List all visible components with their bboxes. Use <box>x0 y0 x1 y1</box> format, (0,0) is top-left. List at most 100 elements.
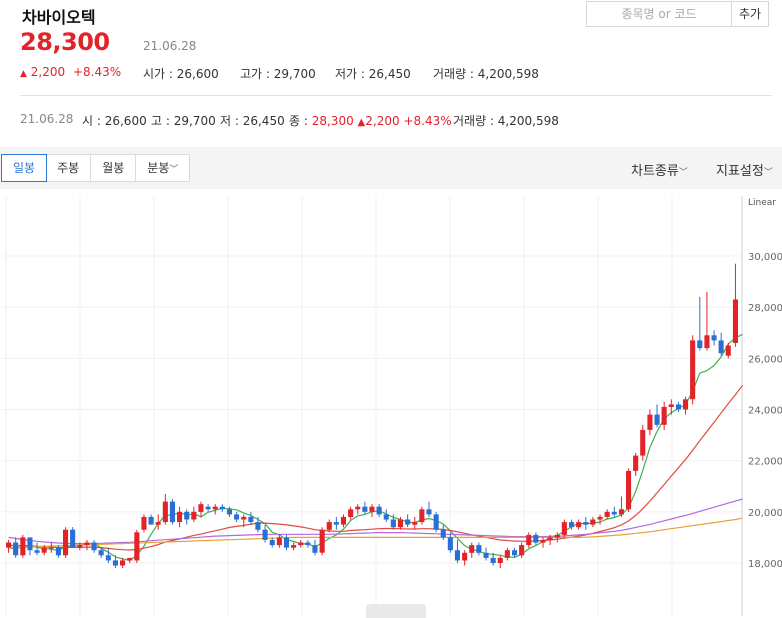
candle-body <box>141 516 147 530</box>
candle-body <box>469 545 475 553</box>
candle-body <box>633 455 639 471</box>
candle-body <box>255 522 261 530</box>
stock-search-input[interactable]: 종목명 or 코드 <box>586 1 732 27</box>
tab-weekly[interactable]: 주봉 <box>46 155 92 181</box>
y-tick-label: 26,000 <box>748 354 782 365</box>
current-price: 28,300 <box>20 28 110 56</box>
candle-body <box>419 509 425 523</box>
candle-body <box>91 542 97 551</box>
candle-body <box>462 552 468 561</box>
candle-body <box>426 509 432 515</box>
quote-date: 21.06.28 <box>143 39 197 53</box>
candle-body <box>626 470 632 510</box>
detail-open: 시 : 26,600 <box>82 112 147 129</box>
y-tick-label: 30,000 <box>748 252 782 263</box>
chevron-down-icon: ﹀ <box>763 168 773 178</box>
candle-body <box>390 519 396 528</box>
candle-body <box>611 511 617 515</box>
candle-body <box>41 547 47 553</box>
candle-body <box>134 532 140 561</box>
candle-body <box>711 335 717 341</box>
candle-body <box>512 550 518 556</box>
candle-body <box>63 529 69 556</box>
candle-body <box>725 345 731 356</box>
candle-body <box>20 537 26 556</box>
candle-body <box>241 516 247 520</box>
stat-open: 시가 : 26,600 <box>143 65 219 82</box>
detail-high: 고 : 29,700 <box>151 112 216 129</box>
candle-body <box>6 542 12 548</box>
candle-body <box>583 522 589 525</box>
candle-body <box>597 516 603 520</box>
chart-type-dropdown[interactable]: 차트종류﹀ <box>631 160 688 179</box>
indicator-label: 지표설정 <box>716 164 764 179</box>
candle-body <box>554 534 560 538</box>
candle-body <box>440 529 446 538</box>
stat-value: 4,200,598 <box>477 67 539 81</box>
chevron-down-icon: ﹀ <box>678 168 688 178</box>
price-change: ▲ 2,200 +8.43% <box>20 65 121 79</box>
candle-body <box>640 430 646 456</box>
candle-body <box>526 534 532 546</box>
stat-label: 거래량 : <box>433 67 478 81</box>
y-tick-label: 28,000 <box>748 303 782 314</box>
stat-value: 26,600 <box>176 67 219 81</box>
chevron-down-icon: ﹀ <box>169 165 179 175</box>
stat-label: 저가 : <box>335 67 369 81</box>
candle-body <box>576 522 582 528</box>
tab-minute[interactable]: 분봉﹀ <box>136 155 189 181</box>
candle-body <box>661 406 667 425</box>
up-arrow-icon: ▲ <box>20 69 27 79</box>
candle-body <box>219 506 225 510</box>
candle-body <box>319 529 325 553</box>
candle-body <box>533 534 539 543</box>
candle-body <box>269 540 275 546</box>
detail-change-percent: +8.43% <box>403 114 452 128</box>
detail-value: 29,700 <box>173 114 216 128</box>
candle-body <box>454 550 460 561</box>
chart-toolbar: 일봉 주봉 월봉 분봉﹀ 차트종류﹀ 지표설정﹀ <box>0 147 782 189</box>
candle-body <box>234 514 240 520</box>
stock-name: 차바이오텍 <box>22 8 96 27</box>
chart-scroll-handle[interactable] <box>366 604 426 618</box>
candle-body <box>276 537 282 546</box>
candle-body <box>519 545 525 556</box>
candle-body <box>177 511 183 522</box>
stat-value: 29,700 <box>273 67 316 81</box>
candle-body <box>326 522 332 530</box>
stat-high: 고가 : 29,700 <box>240 65 316 82</box>
candle-body <box>205 506 211 510</box>
detail-value: 4,200,598 <box>497 114 559 128</box>
detail-label: 시 : <box>82 114 105 128</box>
candle-body <box>27 537 33 551</box>
candle-body <box>383 514 389 520</box>
indicator-settings-dropdown[interactable]: 지표설정﹀ <box>716 160 773 179</box>
tab-daily[interactable]: 일봉 <box>1 154 48 182</box>
candle-body <box>433 514 439 530</box>
up-arrow-icon: ▲ <box>357 117 366 128</box>
candle-body <box>504 550 510 558</box>
scale-label: Linear <box>748 198 776 208</box>
candle-body <box>127 557 133 561</box>
add-button[interactable]: 추가 <box>731 1 769 27</box>
candle-body <box>376 506 382 515</box>
candle-body <box>647 414 653 430</box>
candle-body <box>348 509 354 517</box>
detail-value: 26,600 <box>104 114 147 128</box>
candle-body <box>298 542 304 546</box>
candlestick-chart[interactable]: 18,000 20,000 22,000 24,000 26,000 28,000 30,0… <box>0 196 782 616</box>
detail-value: 26,450 <box>242 114 285 128</box>
detail-date: 21.06.28 <box>20 112 74 126</box>
candle-body <box>212 506 218 510</box>
candle-body <box>226 509 232 515</box>
candle-body <box>333 522 339 525</box>
detail-volume: 거래량 : 4,200,598 <box>453 112 559 129</box>
stat-low: 저가 : 26,450 <box>335 65 411 82</box>
candle-body <box>476 545 482 553</box>
candle-body <box>690 340 696 400</box>
candle-body <box>412 522 418 525</box>
candle-body <box>618 509 624 515</box>
detail-change: 2,200 <box>365 114 400 128</box>
tab-monthly[interactable]: 월봉 <box>91 155 137 181</box>
candle-body <box>675 404 681 410</box>
